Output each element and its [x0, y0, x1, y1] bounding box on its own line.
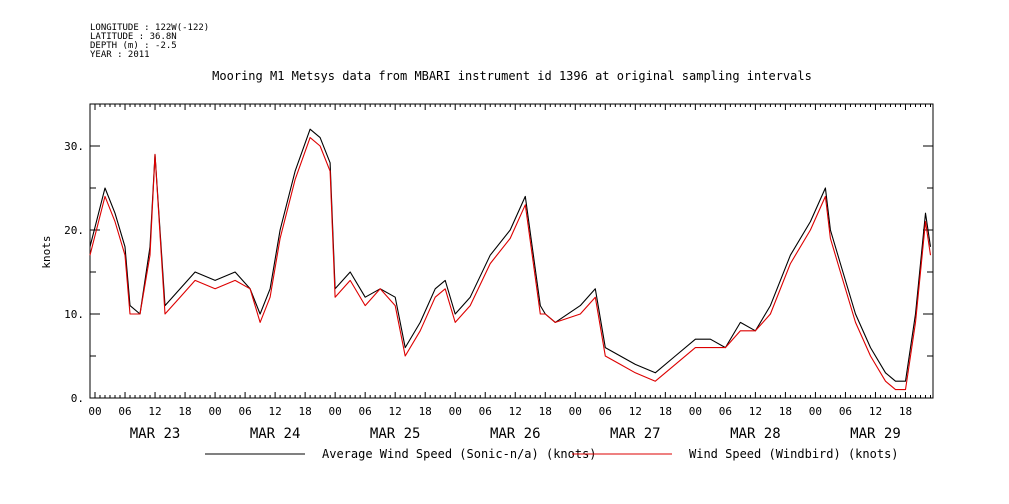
y-tick-label: 10. — [64, 308, 84, 321]
x-tick-label: 06 — [719, 405, 732, 418]
x-tick-label: 00 — [689, 405, 702, 418]
y-tick-labels: 0. 10. 20. 30. — [64, 140, 84, 405]
x-tick-label: 12 — [869, 405, 882, 418]
chart-title: Mooring M1 Metsys data from MBARI instru… — [212, 69, 812, 83]
x-tick-label: 06 — [839, 405, 852, 418]
x-tick-label: 18 — [178, 405, 191, 418]
x-day-label: MAR 23 — [130, 426, 181, 442]
meta-depth: DEPTH (m) : -2.5 — [90, 41, 177, 51]
y-tick-label: 20. — [64, 224, 84, 237]
x-tick-label: 12 — [629, 405, 642, 418]
y-tick-label: 0. — [71, 392, 84, 405]
x-tick-label: 06 — [599, 405, 612, 418]
x-tick-label: 18 — [659, 405, 672, 418]
plot-frame — [89, 103, 934, 399]
series-line-average-wind-speed — [89, 128, 932, 382]
axis-ticks — [89, 103, 933, 399]
x-tick-label: 12 — [148, 405, 161, 418]
x-tick-label: 00 — [809, 405, 822, 418]
y-tick-label: 30. — [64, 140, 84, 153]
x-tick-label: 12 — [509, 405, 522, 418]
legend: Average Wind Speed (Sonic-n/a) (knots) W… — [205, 447, 899, 461]
y-axis-label: knots — [40, 235, 53, 268]
x-tick-label: 06 — [238, 405, 251, 418]
x-day-label: MAR 24 — [250, 426, 301, 442]
x-tick-label: 18 — [899, 405, 912, 418]
x-day-label: MAR 28 — [730, 426, 781, 442]
meta-latitude: LATITUDE : 36.8N — [90, 32, 177, 42]
x-tick-label: 18 — [299, 405, 312, 418]
x-day-label: MAR 27 — [610, 426, 661, 442]
x-tick-label: 06 — [359, 405, 372, 418]
legend-label-average-wind-speed: Average Wind Speed (Sonic-n/a) (knots) — [322, 447, 597, 461]
x-tick-label: 12 — [749, 405, 762, 418]
x-tick-label: 00 — [88, 405, 101, 418]
x-tick-label: 00 — [329, 405, 342, 418]
series-layer — [89, 128, 932, 391]
x-tick-label: 00 — [569, 405, 582, 418]
x-tick-label: 06 — [479, 405, 492, 418]
series-line-windbird-wind-speed — [89, 137, 932, 391]
x-tick-label: 00 — [449, 405, 462, 418]
x-tick-labels: 00 06 12 18 00 06 12 18 00 06 12 18 00 06 12 18 00 06 12 18… — [88, 405, 912, 418]
x-day-labels: MAR 23 MAR 24 MAR 25 MAR 26 MAR 27 MAR 28 MAR … — [130, 426, 901, 442]
x-tick-label: 06 — [118, 405, 131, 418]
x-tick-label: 18 — [779, 405, 792, 418]
x-tick-label: 12 — [268, 405, 281, 418]
x-day-label: MAR 26 — [490, 426, 541, 442]
x-tick-label: 00 — [208, 405, 221, 418]
x-tick-label: 18 — [539, 405, 552, 418]
legend-label-windbird-wind-speed: Wind Speed (Windbird) (knots) — [689, 447, 899, 461]
x-tick-label: 18 — [419, 405, 432, 418]
x-day-label: MAR 25 — [370, 426, 421, 442]
x-day-label: MAR 29 — [850, 426, 901, 442]
meta-longitude: LONGITUDE : 122W(-122) — [90, 23, 209, 33]
x-tick-label: 12 — [389, 405, 402, 418]
meta-year: YEAR : 2011 — [90, 50, 150, 60]
